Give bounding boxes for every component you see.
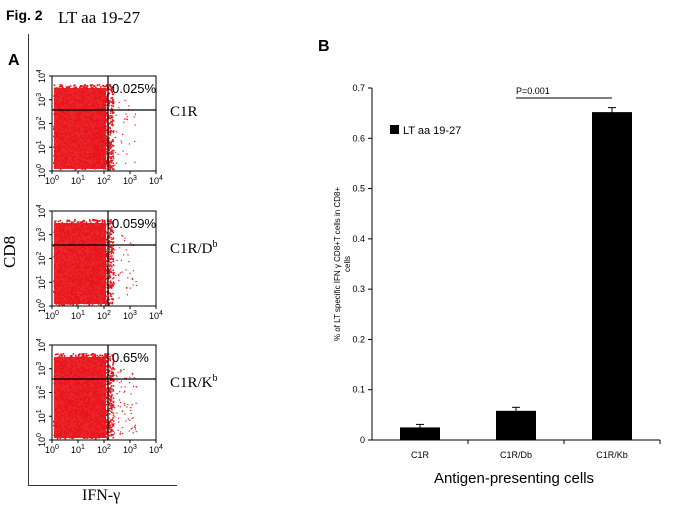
x-category-label: C1R — [411, 450, 430, 460]
y-tick-label: 0.4 — [352, 234, 365, 244]
cell-line-label: C1R/Db — [170, 239, 218, 257]
flow-dense-region — [54, 88, 106, 169]
legend: LT aa 19-27 — [390, 125, 461, 137]
y-tick-label: 104 — [36, 205, 47, 218]
x-category-label: C1R/Db — [500, 450, 532, 460]
figure-label: Fig. 2 — [6, 7, 43, 23]
cell-line-label: C1R/Kb — [170, 373, 218, 391]
x-tick-label: 104 — [149, 444, 163, 455]
legend-swatch — [390, 125, 399, 134]
y-tick-label: 103 — [36, 228, 47, 242]
x-tick-label: 101 — [71, 444, 85, 455]
x-tick-label: 101 — [71, 310, 85, 321]
y-tick-label: 104 — [36, 70, 47, 83]
figure-peptide-title: LT aa 19-27 — [58, 8, 141, 27]
flow-dense-region — [54, 223, 106, 304]
y-tick-label: 102 — [36, 385, 47, 399]
x-tick-label: 104 — [149, 175, 163, 186]
x-axis-label: Antigen-presenting cells — [434, 470, 594, 487]
y-tick-label: 103 — [36, 93, 47, 107]
x-tick-label: 103 — [123, 444, 137, 455]
y-tick-label: 104 — [36, 339, 47, 352]
bar-C1R — [400, 427, 440, 440]
x-tick-label: 101 — [71, 175, 85, 186]
x-tick-label: 100 — [45, 444, 59, 455]
flow-dense-region — [54, 357, 106, 438]
bar-C1R/Kb — [592, 112, 632, 440]
error-bar — [416, 423, 424, 431]
x-tick-label: 100 — [45, 175, 59, 186]
y-tick-label: 0.3 — [352, 284, 365, 294]
y-tick-label: 100 — [36, 164, 47, 178]
upper-right-percent: 0.025% — [112, 81, 157, 96]
legend-label: LT aa 19-27 — [403, 125, 461, 137]
ifn-gamma-axis-label: IFN-γ — [82, 487, 121, 504]
y-tick-label: 101 — [36, 140, 47, 154]
x-tick-label: 104 — [149, 310, 163, 321]
y-tick-label: 0.2 — [352, 334, 365, 344]
panel-a-axis-frame — [28, 34, 177, 486]
y-axis-label: % of LT specific IFN γ CD8+T cells in CD… — [333, 187, 352, 342]
y-tick-label: 102 — [36, 116, 47, 130]
panel-a-label: A — [8, 52, 20, 69]
x-tick-label: 103 — [123, 310, 137, 321]
panel-b-label: B — [318, 38, 330, 55]
y-tick-label: 0.7 — [352, 83, 365, 93]
y-tick-label: 100 — [36, 299, 47, 313]
y-tick-label: 101 — [36, 275, 47, 289]
cell-line-label: C1R — [170, 104, 198, 120]
x-category-label: C1R/Kb — [596, 450, 628, 460]
y-tick-label: 0 — [360, 435, 365, 445]
y-tick-label: 0.6 — [352, 133, 365, 143]
error-bar — [608, 107, 616, 117]
upper-right-percent: 0.059% — [112, 216, 157, 231]
upper-right-percent: 0.65% — [112, 350, 149, 365]
x-tick-label: 103 — [123, 175, 137, 186]
bar-C1R/Db — [496, 410, 536, 440]
y-tick-label: 103 — [36, 362, 47, 376]
y-tick-label: 0.1 — [352, 385, 365, 395]
y-tick-label: 102 — [36, 251, 47, 265]
y-tick-label: 0.5 — [352, 184, 365, 194]
y-tick-label: 101 — [36, 409, 47, 423]
significance-label: P=0.001 — [516, 86, 550, 96]
y-tick-label: 100 — [36, 433, 47, 447]
x-tick-label: 100 — [45, 310, 59, 321]
x-tick-label: 102 — [97, 175, 111, 186]
x-tick-label: 102 — [97, 444, 111, 455]
error-bar — [512, 406, 520, 415]
x-tick-label: 102 — [97, 310, 111, 321]
